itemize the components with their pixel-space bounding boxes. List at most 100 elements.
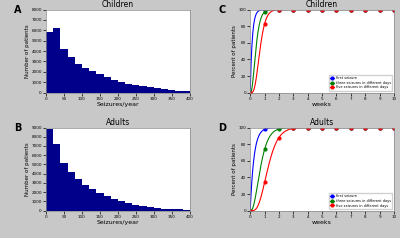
first seizure: [392, 8, 396, 11]
three seizures in different days: [276, 128, 281, 130]
five seizures in different days: [348, 126, 353, 129]
first seizure: [248, 209, 252, 212]
Bar: [60, 49, 68, 93]
five seizures in different days: [291, 127, 296, 130]
three seizures in different days: [291, 126, 296, 129]
five seizures in different days: [363, 8, 368, 11]
five seizures in different days: [305, 8, 310, 11]
three seizures in different days: [363, 126, 368, 129]
Line: first seizure: first seizure: [249, 126, 395, 212]
three seizures in different days: [305, 126, 310, 129]
Bar: [82, 185, 89, 211]
Bar: [147, 87, 154, 93]
three seizures in different days: [377, 126, 382, 129]
first seizure: [392, 126, 396, 129]
Bar: [46, 32, 53, 93]
first seizure: [262, 128, 267, 131]
Line: first seizure: first seizure: [249, 8, 395, 94]
X-axis label: weeks: weeks: [312, 220, 332, 225]
Title: Children: Children: [102, 0, 134, 9]
first seizure: [348, 126, 353, 129]
five seizures in different days: [348, 8, 353, 11]
Bar: [147, 207, 154, 211]
three seizures in different days: [305, 8, 310, 11]
three seizures in different days: [320, 126, 324, 129]
Bar: [82, 68, 89, 93]
Bar: [75, 64, 82, 93]
five seizures in different days: [262, 22, 267, 25]
Bar: [168, 209, 176, 211]
three seizures in different days: [320, 8, 324, 11]
Text: B: B: [14, 123, 22, 133]
Bar: [111, 199, 118, 211]
Bar: [111, 80, 118, 93]
Bar: [104, 77, 111, 93]
five seizures in different days: [363, 126, 368, 129]
five seizures in different days: [262, 181, 267, 184]
Bar: [125, 84, 132, 93]
Bar: [183, 210, 190, 211]
Bar: [68, 57, 75, 93]
Bar: [96, 74, 104, 93]
Bar: [96, 193, 104, 211]
three seizures in different days: [348, 8, 353, 11]
three seizures in different days: [291, 8, 296, 11]
Bar: [89, 189, 96, 211]
Legend: first seizure, three seizures in different days, five seizures in different days: first seizure, three seizures in differe…: [329, 193, 392, 209]
X-axis label: Seizures/year: Seizures/year: [96, 220, 139, 225]
Bar: [161, 208, 168, 211]
Legend: first seizure, three seizures in different days, five seizures in different days: first seizure, three seizures in differe…: [329, 75, 392, 91]
Line: five seizures in different days: five seizures in different days: [249, 126, 395, 212]
Text: D: D: [218, 123, 226, 133]
Title: Adults: Adults: [106, 118, 130, 127]
five seizures in different days: [320, 8, 324, 11]
five seizures in different days: [276, 136, 281, 139]
Bar: [53, 144, 60, 211]
five seizures in different days: [248, 91, 252, 94]
three seizures in different days: [377, 8, 382, 11]
five seizures in different days: [248, 209, 252, 212]
Bar: [60, 163, 68, 211]
first seizure: [377, 8, 382, 11]
five seizures in different days: [320, 126, 324, 129]
Bar: [176, 90, 183, 93]
Title: Adults: Adults: [310, 118, 334, 127]
first seizure: [348, 8, 353, 11]
first seizure: [262, 8, 267, 11]
first seizure: [291, 8, 296, 11]
five seizures in different days: [392, 8, 396, 11]
Y-axis label: Percent of patients: Percent of patients: [232, 143, 237, 195]
five seizures in different days: [377, 8, 382, 11]
Bar: [46, 129, 53, 211]
Bar: [176, 209, 183, 211]
Y-axis label: Number of patients: Number of patients: [25, 142, 30, 196]
Bar: [161, 89, 168, 93]
Line: five seizures in different days: five seizures in different days: [249, 8, 395, 94]
Line: three seizures in different days: three seizures in different days: [249, 8, 395, 94]
Y-axis label: Number of patients: Number of patients: [25, 24, 30, 78]
Text: C: C: [218, 5, 226, 15]
three seizures in different days: [248, 91, 252, 94]
Bar: [140, 86, 147, 93]
first seizure: [334, 126, 339, 129]
first seizure: [291, 126, 296, 129]
three seizures in different days: [348, 126, 353, 129]
five seizures in different days: [377, 126, 382, 129]
first seizure: [305, 126, 310, 129]
five seizures in different days: [305, 126, 310, 129]
first seizure: [363, 126, 368, 129]
first seizure: [377, 126, 382, 129]
Bar: [132, 85, 140, 93]
five seizures in different days: [334, 126, 339, 129]
first seizure: [363, 8, 368, 11]
Bar: [125, 203, 132, 211]
Bar: [118, 82, 125, 93]
first seizure: [320, 8, 324, 11]
Bar: [168, 90, 176, 93]
three seizures in different days: [363, 8, 368, 11]
first seizure: [334, 8, 339, 11]
three seizures in different days: [334, 8, 339, 11]
three seizures in different days: [392, 8, 396, 11]
first seizure: [320, 126, 324, 129]
first seizure: [305, 8, 310, 11]
